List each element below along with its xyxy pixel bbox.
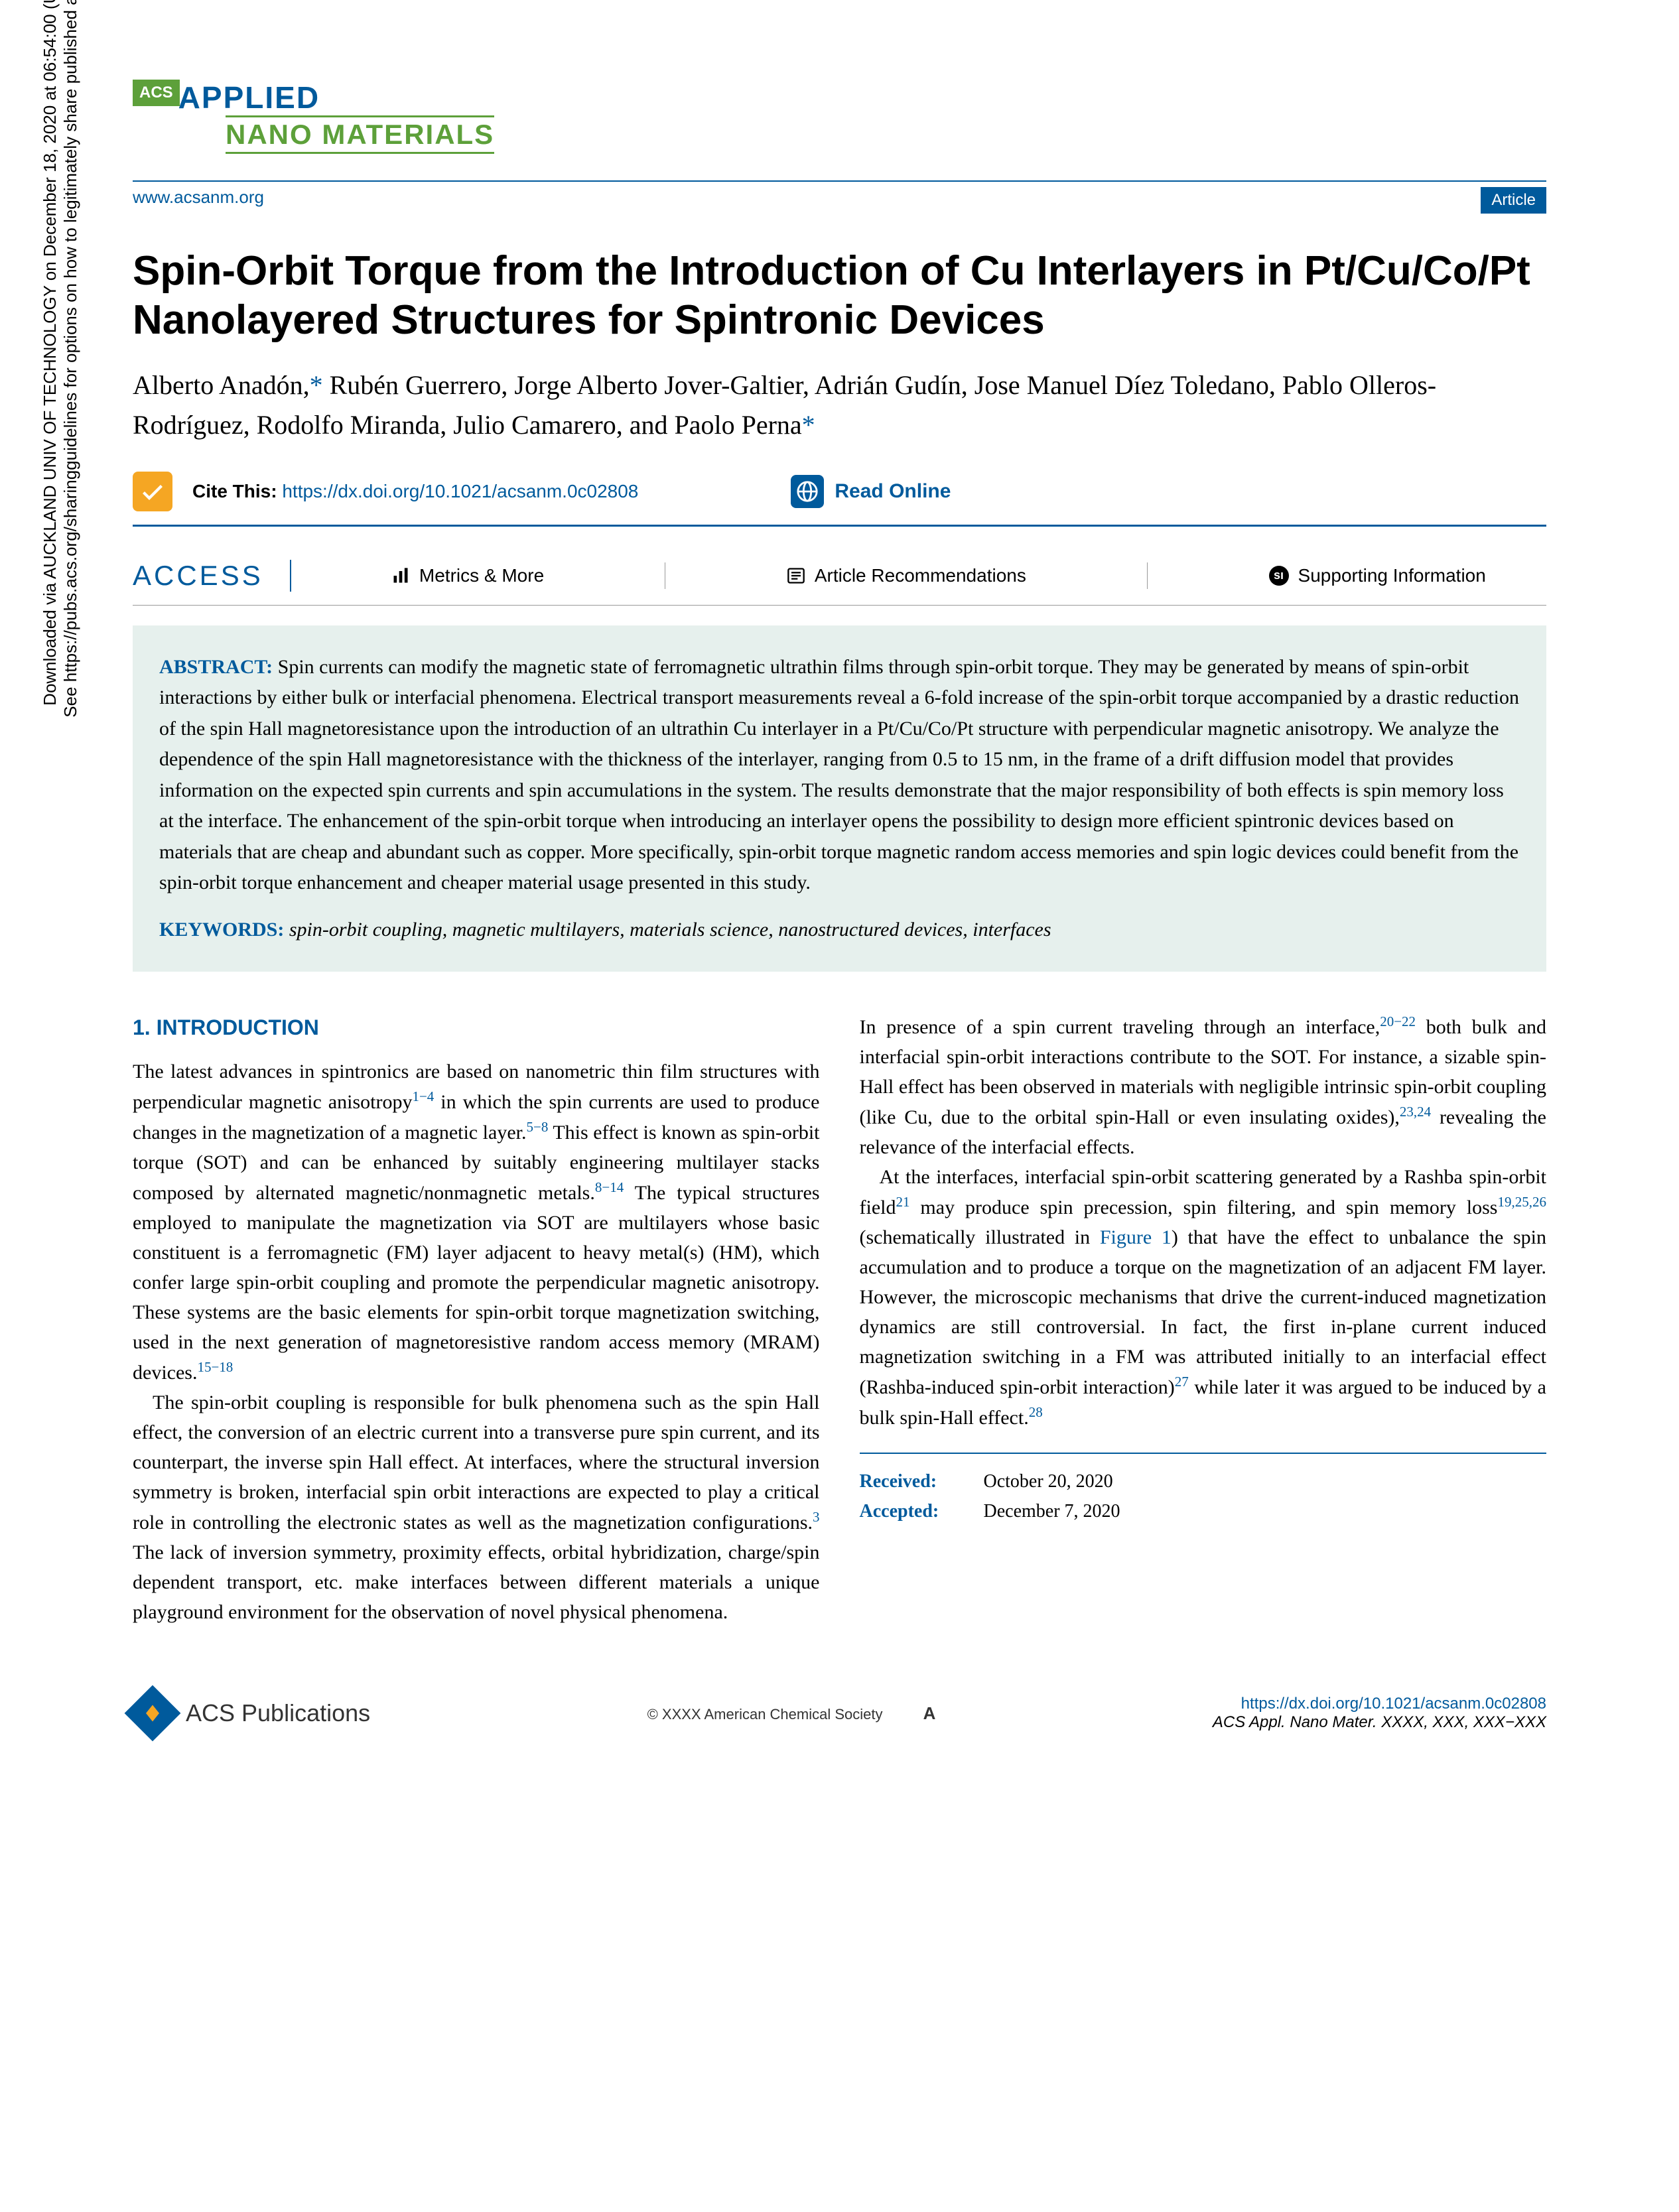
site-url-link[interactable]: www.acsanm.org (133, 187, 264, 208)
body-columns: 1. INTRODUCTION The latest advances in s… (133, 1011, 1546, 1627)
paragraph: At the interfaces, interfacial spin-orbi… (860, 1162, 1547, 1433)
page-footer: ACS Publications © XXXX American Chemica… (133, 1693, 1546, 1733)
article-type-badge: Article (1481, 187, 1546, 214)
paragraph: The latest advances in spintronics are b… (133, 1057, 820, 1388)
download-attribution: Downloaded via AUCKLAND UNIV OF TECHNOLO… (40, 0, 81, 796)
recommendations-link[interactable]: Article Recommendations (787, 562, 1026, 589)
journal-logo: ACSAPPLIED NANO MATERIALS (133, 80, 1546, 154)
accepted-date: December 7, 2020 (984, 1501, 1120, 1522)
accepted-label: Accepted: (860, 1497, 979, 1527)
globe-icon (791, 475, 824, 508)
keywords-text: spin-orbit coupling, magnetic multilayer… (284, 919, 1051, 941)
right-column: In presence of a spin current traveling … (860, 1011, 1547, 1627)
paragraph: The spin-orbit coupling is responsible f… (133, 1388, 820, 1627)
copyright-text: © XXXX American Chemical Society A (647, 1703, 936, 1724)
publisher-logo: ACS Publications (133, 1693, 370, 1733)
left-column: 1. INTRODUCTION The latest advances in s… (133, 1011, 820, 1627)
header-bar: www.acsanm.org Article (133, 180, 1546, 214)
si-icon: sı (1269, 566, 1289, 586)
abstract-label: ABSTRACT: (159, 656, 273, 678)
cite-bar: Cite This: https://dx.doi.org/10.1021/ac… (133, 472, 1546, 527)
logo-acs-badge: ACS (133, 80, 180, 106)
publication-dates: Received: October 20, 2020 Accepted: Dec… (860, 1453, 1547, 1527)
article-title: Spin-Orbit Torque from the Introduction … (133, 247, 1546, 346)
logo-nano-text: NANO MATERIALS (226, 115, 494, 154)
author-list: Alberto Anadón,* Rubén Guerrero, Jorge A… (133, 365, 1546, 445)
paragraph: In presence of a spin current traveling … (860, 1011, 1547, 1162)
abstract-section: ABSTRACT: Spin currents can modify the m… (133, 625, 1546, 972)
footer-doi-link[interactable]: https://dx.doi.org/10.1021/acsanm.0c0280… (1213, 1695, 1546, 1713)
footer-journal-ref: ACS Appl. Nano Mater. XXXX, XXX, XXX−XXX (1213, 1713, 1546, 1732)
page-number: A (923, 1703, 936, 1723)
bar-chart-icon (391, 566, 410, 585)
footer-citation: https://dx.doi.org/10.1021/acsanm.0c0280… (1213, 1695, 1546, 1732)
read-online-button[interactable]: Read Online (791, 475, 951, 508)
cite-this-label: Cite This: https://dx.doi.org/10.1021/ac… (192, 481, 638, 502)
supporting-info-link[interactable]: sı Supporting Information (1269, 562, 1486, 589)
access-label: ACCESS (133, 560, 291, 592)
metrics-link[interactable]: Metrics & More (391, 562, 544, 589)
read-online-label: Read Online (835, 480, 951, 503)
access-bar: ACCESS Metrics & More Article Recommenda… (133, 547, 1546, 606)
publisher-name: ACS Publications (186, 1699, 370, 1727)
logo-applied-text: APPLIED (178, 80, 320, 115)
doi-link[interactable]: https://dx.doi.org/10.1021/acsanm.0c0280… (282, 481, 638, 501)
section-heading-introduction: 1. INTRODUCTION (133, 1011, 820, 1043)
list-icon (787, 566, 805, 585)
keywords-label: KEYWORDS: (159, 919, 284, 941)
acs-diamond-icon (125, 1685, 181, 1742)
abstract-text: Spin currents can modify the magnetic st… (159, 656, 1519, 894)
checkmark-icon (133, 472, 172, 511)
received-date: October 20, 2020 (984, 1471, 1113, 1492)
received-label: Received: (860, 1467, 979, 1497)
